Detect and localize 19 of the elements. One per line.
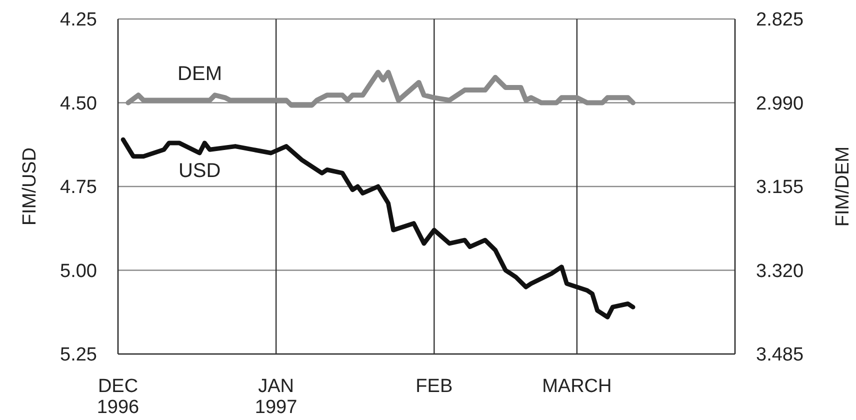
y2-tick-label: 3.485 [756,344,804,366]
y-tick-label: 5.25 [60,344,97,366]
x-tick-label: FEB [416,376,453,397]
series-label: USD [178,160,221,182]
y2-tick-label: 3.155 [756,177,804,198]
y-axis-title: FIM/USD [20,147,40,226]
y2-tick-label: 2.990 [756,93,804,114]
y2-axis-title: FIM/DEM [832,146,854,227]
y-tick-label: 4.75 [60,177,97,198]
y2-tick-label: 3.320 [756,260,804,282]
y-tick-label: 4.50 [60,93,97,114]
y-tick-label: 4.25 [60,10,97,31]
y-tick-label: 5.00 [60,260,97,282]
x-tick-label: DEC 1996 [96,376,140,418]
line-series [120,137,636,320]
y2-tick-label: 2.825 [756,10,804,31]
x-tick-label: MARCH [542,376,612,397]
x-tick-label: JAN 1997 [254,376,298,418]
series-label: DEM [178,63,222,86]
